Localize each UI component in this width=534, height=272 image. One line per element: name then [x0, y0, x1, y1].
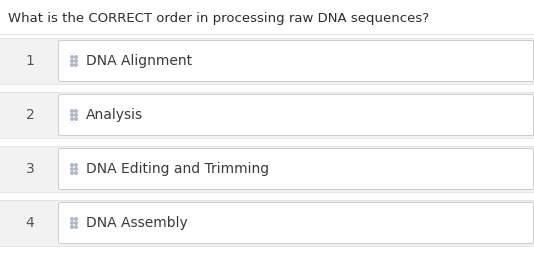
Text: 3: 3: [26, 162, 34, 176]
Circle shape: [70, 172, 73, 174]
Circle shape: [75, 64, 77, 66]
Text: DNA Editing and Trimming: DNA Editing and Trimming: [86, 162, 269, 176]
Text: DNA Alignment: DNA Alignment: [86, 54, 192, 68]
Text: DNA Assembly: DNA Assembly: [86, 216, 188, 230]
Text: 1: 1: [26, 54, 34, 68]
Circle shape: [75, 110, 77, 112]
Circle shape: [70, 110, 73, 112]
Circle shape: [75, 60, 77, 62]
Circle shape: [75, 164, 77, 166]
Text: 2: 2: [26, 108, 34, 122]
Bar: [0, 200, 534, 246]
Circle shape: [70, 168, 73, 170]
Circle shape: [70, 164, 73, 166]
Circle shape: [70, 218, 73, 220]
Circle shape: [75, 172, 77, 174]
Circle shape: [75, 222, 77, 224]
Circle shape: [75, 118, 77, 120]
Circle shape: [70, 114, 73, 116]
Circle shape: [70, 60, 73, 62]
FancyBboxPatch shape: [59, 202, 533, 243]
FancyBboxPatch shape: [59, 149, 533, 190]
Bar: [0, 92, 534, 138]
Circle shape: [70, 118, 73, 120]
Text: 4: 4: [26, 216, 34, 230]
Bar: [0, 146, 534, 192]
FancyBboxPatch shape: [59, 94, 533, 135]
Circle shape: [75, 56, 77, 58]
Circle shape: [70, 226, 73, 228]
Text: Analysis: Analysis: [86, 108, 143, 122]
Circle shape: [70, 56, 73, 58]
Circle shape: [70, 222, 73, 224]
Circle shape: [75, 226, 77, 228]
Circle shape: [75, 114, 77, 116]
FancyBboxPatch shape: [59, 41, 533, 82]
Circle shape: [75, 168, 77, 170]
Circle shape: [70, 64, 73, 66]
Text: What is the CORRECT order in processing raw DNA sequences?: What is the CORRECT order in processing …: [8, 12, 429, 25]
Bar: [0, 38, 534, 84]
Circle shape: [75, 218, 77, 220]
